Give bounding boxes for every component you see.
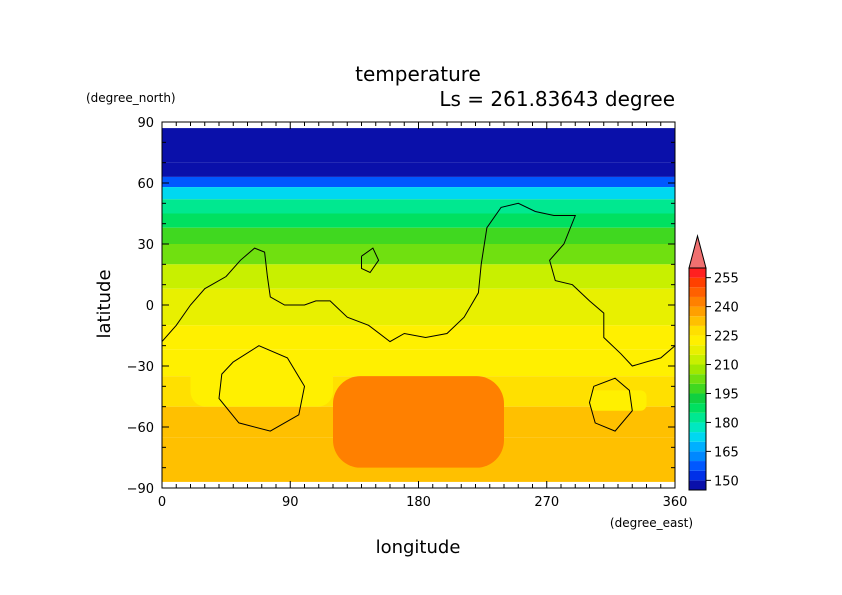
colorbar-swatch bbox=[689, 335, 706, 346]
colorbar-swatch bbox=[689, 316, 706, 326]
heatmap-band bbox=[162, 199, 675, 214]
colorbar-tick-label: 240 bbox=[714, 301, 739, 316]
x-tick-label: 270 bbox=[534, 495, 559, 510]
heatmap-band bbox=[162, 325, 675, 350]
heatmap-field bbox=[162, 128, 675, 482]
colorbar-swatch bbox=[689, 451, 706, 462]
heatmap-band bbox=[162, 244, 675, 265]
x-unit-label: (degree_east) bbox=[610, 516, 693, 530]
heatmap-patch bbox=[333, 376, 504, 468]
y-tick-label: 60 bbox=[137, 177, 154, 192]
colorbar-tick-label: 150 bbox=[714, 474, 739, 489]
x-tick-label: 90 bbox=[282, 495, 299, 510]
colorbar-swatch bbox=[689, 470, 706, 481]
chart-title: temperature bbox=[355, 62, 481, 86]
colorbar-swatch bbox=[689, 432, 706, 442]
x-tick-label: 360 bbox=[663, 495, 688, 510]
colorbar-swatch bbox=[689, 461, 706, 471]
colorbar-swatch bbox=[689, 345, 706, 355]
heatmap-patch bbox=[589, 390, 647, 411]
heatmap-band bbox=[162, 305, 675, 326]
colorbar-swatch bbox=[689, 296, 706, 307]
colorbar-tick-label: 195 bbox=[714, 387, 739, 402]
heatmap-band bbox=[162, 264, 675, 289]
contour-line bbox=[361, 247, 380, 274]
colorbar: 150 165 180 195 210 225 240 255 bbox=[688, 234, 739, 491]
colorbar-swatch bbox=[689, 306, 706, 317]
colorbar-tick-label: 165 bbox=[714, 445, 739, 460]
x-tick-label: 0 bbox=[158, 495, 166, 510]
chart-subtitle: Ls = 261.83643 degree bbox=[439, 87, 675, 111]
y-tick-label: −30 bbox=[127, 360, 154, 375]
colorbar-swatch bbox=[689, 383, 706, 394]
y-tick-label: −60 bbox=[127, 421, 154, 436]
contour-line bbox=[161, 202, 676, 367]
y-tick-label: −90 bbox=[127, 482, 154, 497]
colorbar-swatch bbox=[689, 287, 706, 297]
y-axis-label: latitude bbox=[94, 269, 115, 338]
heatmap-band bbox=[162, 187, 675, 200]
y-tick-label: 30 bbox=[137, 238, 154, 253]
y-tick-label: 90 bbox=[137, 116, 154, 131]
colorbar-tick-label: 210 bbox=[714, 359, 739, 374]
colorbar-swatch bbox=[689, 441, 706, 452]
colorbar-swatch bbox=[689, 268, 706, 278]
colorbar-swatch bbox=[689, 325, 706, 336]
x-tick-label: 180 bbox=[406, 495, 431, 510]
y-tick-label: 0 bbox=[146, 299, 154, 314]
colorbar-swatch bbox=[689, 364, 706, 375]
colorbar-swatch bbox=[689, 480, 706, 490]
heatmap-band bbox=[162, 227, 675, 244]
x-axis-label: longitude bbox=[376, 537, 461, 558]
heatmap-band bbox=[162, 162, 675, 177]
colorbar-swatch bbox=[689, 412, 706, 423]
colorbar-swatch bbox=[689, 374, 706, 384]
contour-line bbox=[218, 345, 306, 432]
colorbar-swatch bbox=[689, 393, 706, 404]
y-unit-label: (degree_north) bbox=[86, 91, 176, 105]
colorbar-tick-label: 225 bbox=[714, 330, 739, 345]
colorbar-swatch bbox=[689, 422, 706, 433]
colorbar-border bbox=[688, 267, 707, 491]
heatmap-band bbox=[162, 213, 675, 228]
heatmap-patch bbox=[190, 355, 333, 407]
contour-lines bbox=[161, 202, 676, 432]
colorbar-swatch bbox=[689, 277, 706, 288]
colorbar-swatch bbox=[689, 403, 706, 413]
heatmap-band bbox=[162, 176, 675, 188]
x-axis-ticks: 0 90 180 270 360 bbox=[158, 122, 688, 510]
colorbar-over-arrow bbox=[688, 234, 707, 269]
y-axis-ticks: −90 −60 −30 0 30 60 90 bbox=[127, 116, 675, 497]
heatmap-band bbox=[162, 288, 675, 305]
colorbar-tick-label: 255 bbox=[714, 272, 739, 287]
colorbar-tick-label: 180 bbox=[714, 416, 739, 431]
heatmap-band bbox=[162, 128, 675, 163]
colorbar-swatch bbox=[689, 354, 706, 365]
contour-line bbox=[588, 377, 633, 432]
